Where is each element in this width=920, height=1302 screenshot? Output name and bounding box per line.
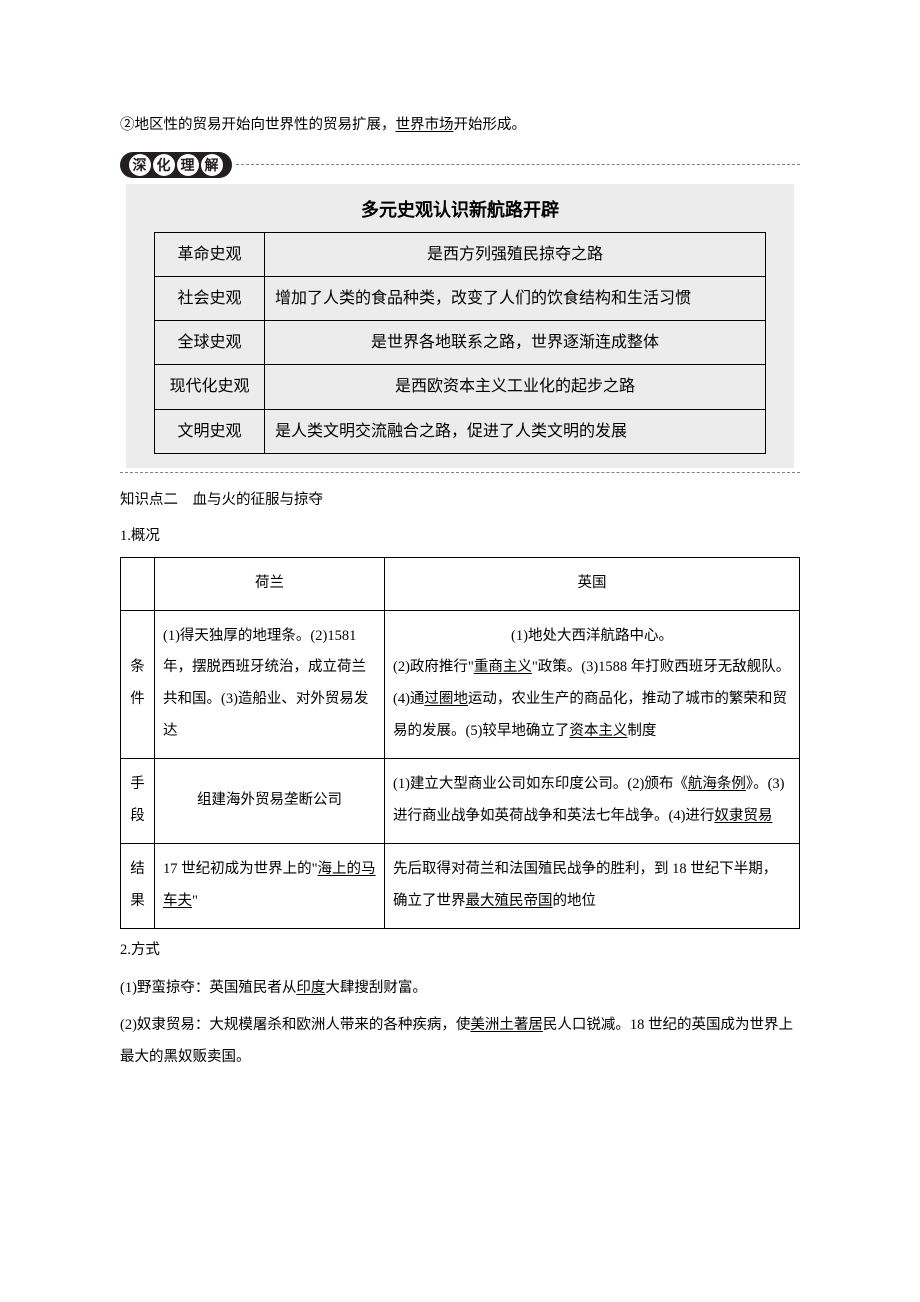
cell-uk: 先后取得对荷兰和法国殖民战争的胜利，到 18 世纪下半期，确立了世界最大殖民帝国… [385, 843, 800, 928]
pill-char: 理 [177, 154, 199, 176]
sub-heading-1: 1.概况 [120, 521, 800, 553]
underlined-text: 美洲土著居 [470, 1017, 543, 1033]
cell-netherlands: 组建海外贸易垄断公司 [155, 759, 385, 844]
text: (1)野蛮掠夺：英国殖民者从 [120, 980, 296, 996]
perspective-text: 是人类文明交流融合之路，促进了人类文明的发展 [265, 409, 766, 453]
cell-line: (2)政府推行"重商主义"政策。(3)1588 年打败西班牙无敌舰队。(4)通过… [393, 652, 791, 748]
method-1: (1)野蛮掠夺：英国殖民者从印度大肆搜刮财富。 [120, 973, 800, 1005]
sub-heading-2: 2.方式 [120, 935, 800, 967]
perspective-label: 文明史观 [155, 409, 265, 453]
text: (1)建立大型商业公司如东印度公司。(2)颁布《 [393, 776, 688, 792]
underlined-text: 重商主义 [474, 659, 532, 675]
intro-post: 开始形成。 [454, 117, 527, 133]
underlined-text: 资本主义 [569, 723, 627, 739]
gray-panel-title: 多元史观认识新航路开辟 [154, 192, 766, 228]
intro-pre: ②地区性的贸易开始向世界性的贸易扩展， [120, 117, 396, 133]
pill-char: 深 [129, 154, 151, 176]
method-2: (2)奴隶贸易：大规模屠杀和欧洲人带来的各种疾病，使美洲土著居民人口锐减。18 … [120, 1010, 800, 1074]
row-label: 结果 [121, 843, 155, 928]
text: " [192, 893, 198, 909]
comparison-table: 荷兰英国条件(1)得天独厚的地理条。(2)1581年，摆脱西班牙统治，成立荷兰共… [120, 557, 800, 929]
row-label: 条件 [121, 610, 155, 759]
perspective-text: 是西方列强殖民掠夺之路 [265, 232, 766, 276]
cell-uk: (1)建立大型商业公司如东印度公司。(2)颁布《航海条例》。(3)进行商业战争如… [385, 759, 800, 844]
perspective-label: 革命史观 [155, 232, 265, 276]
cell-line: 先后取得对荷兰和法国殖民战争的胜利，到 18 世纪下半期，确立了世界最大殖民帝国… [393, 854, 791, 918]
text: (2)奴隶贸易：大规模屠杀和欧洲人带来的各种疾病，使 [120, 1017, 470, 1033]
text: (1)地处大西洋航路中心。 [511, 628, 673, 644]
underlined-text: 奴隶贸易 [714, 808, 772, 824]
underlined-text: 印度 [296, 980, 325, 996]
deepen-section: 深化理解 多元史观认识新航路开辟 革命史观是西方列强殖民掠夺之路社会史观增加了人… [120, 152, 800, 473]
perspective-text: 是世界各地联系之路，世界逐渐连成整体 [265, 321, 766, 365]
cell-netherlands: (1)得天独厚的地理条。(2)1581年，摆脱西班牙统治，成立荷兰共和国。(3)… [155, 610, 385, 759]
section-heading: 知识点二 血与火的征服与掠夺 [120, 485, 800, 517]
underlined-text: 最大殖民帝国 [466, 893, 553, 909]
pill-char: 解 [201, 154, 223, 176]
text: 的地位 [553, 893, 597, 909]
intro-underline: 世界市场 [396, 117, 454, 133]
underlined-text: 航海条例 [688, 776, 746, 792]
underlined-text: 过圈地 [424, 691, 468, 707]
perspective-label: 全球史观 [155, 321, 265, 365]
text: 大肆搜刮财富。 [325, 980, 427, 996]
cell-line: (1)建立大型商业公司如东印度公司。(2)颁布《航海条例》。(3)进行商业战争如… [393, 769, 791, 833]
cell-line: (1)地处大西洋航路中心。 [393, 621, 791, 653]
gray-panel: 多元史观认识新航路开辟 革命史观是西方列强殖民掠夺之路社会史观增加了人类的食品种… [126, 184, 794, 468]
text: 17 世纪初成为世界上的" [163, 861, 318, 877]
dash-line [236, 164, 800, 165]
perspective-text: 是西欧资本主义工业化的起步之路 [265, 365, 766, 409]
perspective-label: 现代化史观 [155, 365, 265, 409]
text: (2)政府推行" [393, 659, 474, 675]
perspective-label: 社会史观 [155, 277, 265, 321]
table-header: 英国 [385, 557, 800, 610]
perspectives-table: 革命史观是西方列强殖民掠夺之路社会史观增加了人类的食品种类，改变了人们的饮食结构… [154, 232, 766, 454]
cell-netherlands: 17 世纪初成为世界上的"海上的马车夫" [155, 843, 385, 928]
deepen-pill: 深化理解 [120, 152, 232, 178]
deepen-header: 深化理解 [120, 152, 800, 178]
table-header [121, 557, 155, 610]
dash-line-bottom [120, 472, 800, 473]
row-label: 手段 [121, 759, 155, 844]
perspective-text: 增加了人类的食品种类，改变了人们的饮食结构和生活习惯 [265, 277, 766, 321]
intro-sentence: ②地区性的贸易开始向世界性的贸易扩展，世界市场开始形成。 [120, 110, 800, 142]
pill-char: 化 [153, 154, 175, 176]
table-header: 荷兰 [155, 557, 385, 610]
cell-uk: (1)地处大西洋航路中心。 (2)政府推行"重商主义"政策。(3)1588 年打败… [385, 610, 800, 759]
text: 制度 [627, 723, 656, 739]
